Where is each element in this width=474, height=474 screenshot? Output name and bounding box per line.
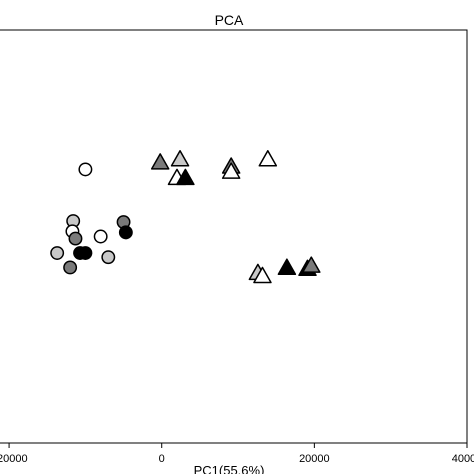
points-layer (50, 150, 321, 284)
circle-point (93, 229, 108, 244)
triangle-point (221, 162, 241, 179)
chart-title: PCA (215, 12, 244, 28)
x-axis: −20000 0 20000 40000 (0, 443, 474, 465)
circle-point (68, 231, 83, 246)
circle-point (50, 246, 65, 260)
circle-point (101, 250, 116, 265)
x-tick-label: 20000 (299, 453, 330, 465)
x-tick-label: −20000 (0, 453, 28, 465)
triangle-point (277, 258, 297, 275)
triangle-point (150, 153, 170, 170)
triangle-point (302, 256, 321, 273)
circle-point (118, 225, 133, 240)
x-tick-label: 40000 (452, 453, 474, 465)
triangle-point (258, 150, 278, 167)
circle-point (78, 246, 93, 260)
circle-point (78, 162, 93, 177)
triangle-point (170, 150, 190, 167)
x-axis-label: PC1(55.6%) (194, 463, 265, 474)
triangle-point (176, 168, 195, 186)
triangle-point (253, 266, 272, 284)
circle-point (63, 260, 78, 275)
plot-frame (0, 29, 468, 444)
x-tick-label: 0 (159, 453, 165, 465)
